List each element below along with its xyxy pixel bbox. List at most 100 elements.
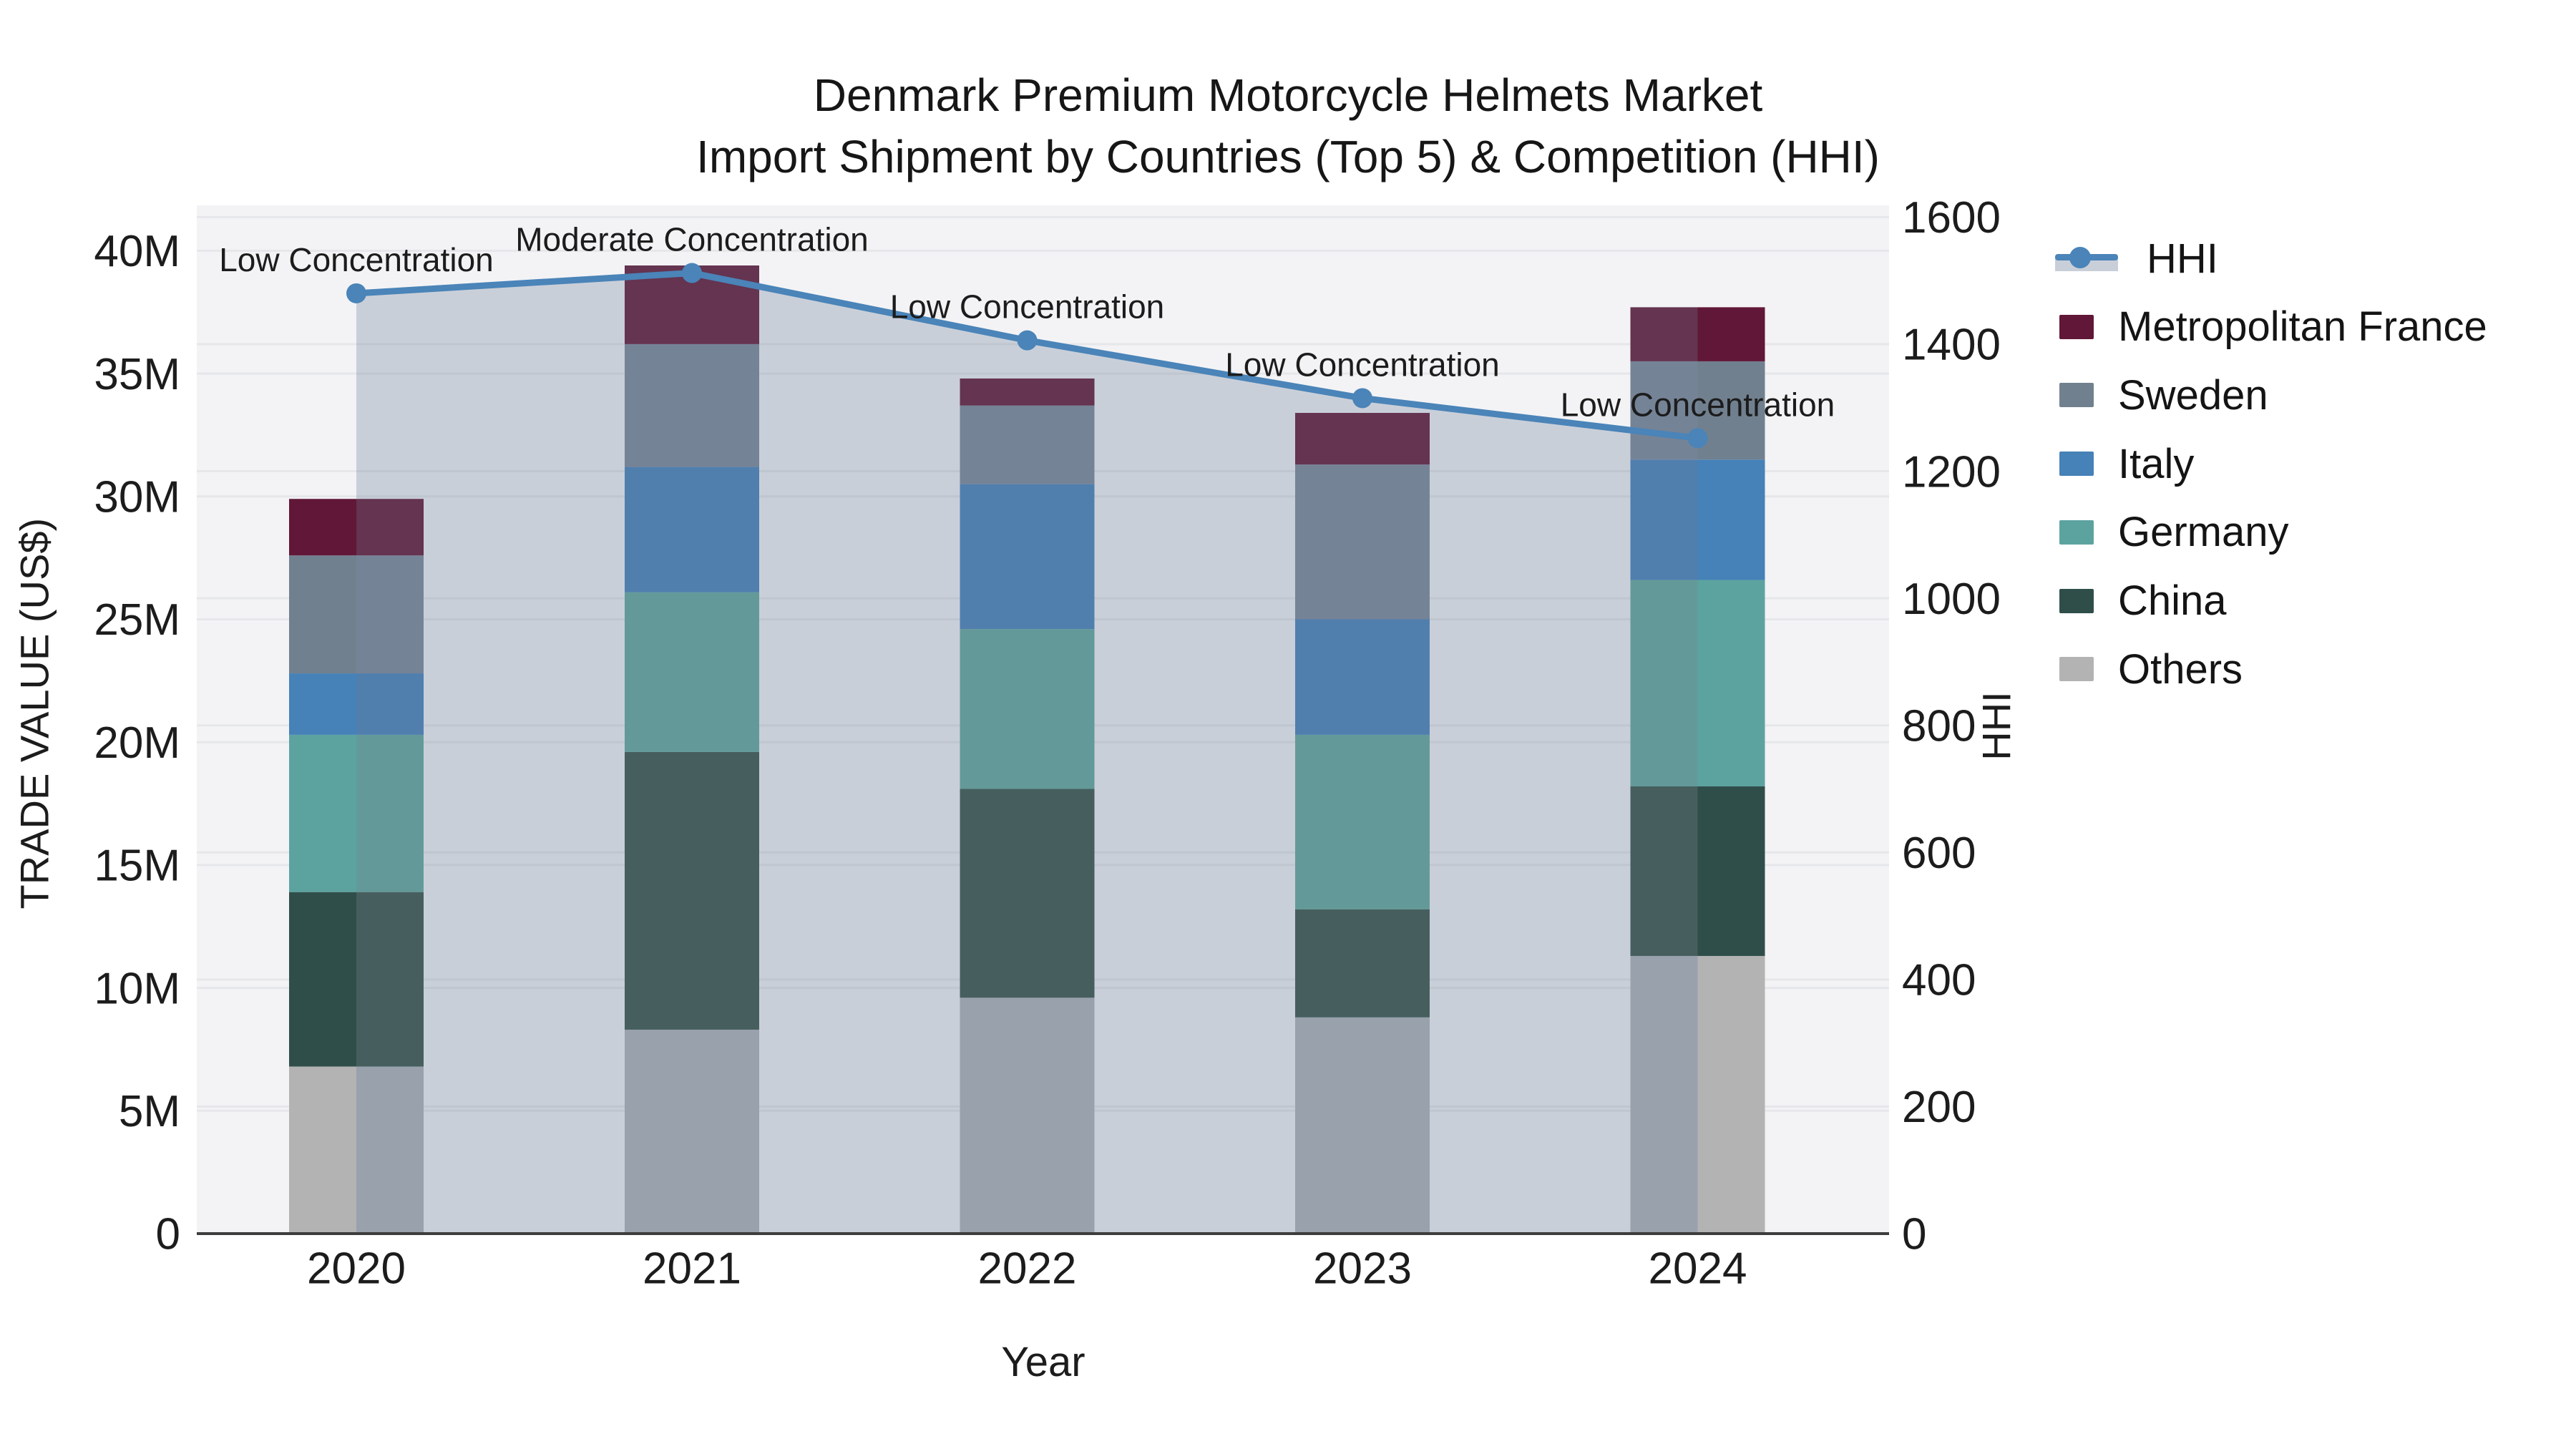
bar-segment-2021-china[interactable]	[625, 751, 692, 1030]
bar-segment-2020-italy[interactable]	[356, 673, 424, 735]
legend-label: Germany	[2118, 509, 2289, 556]
x-tick-label: 2022	[978, 1244, 1077, 1294]
bar-segment-2023-others[interactable]	[1295, 1017, 1362, 1234]
bar-segment-2024-germany[interactable]	[1697, 580, 1765, 787]
x-tick-label: 2024	[1649, 1244, 1747, 1294]
bar-segment-2020-others[interactable]	[356, 1066, 424, 1234]
bar-segment-2024-germany[interactable]	[1630, 580, 1698, 787]
y-left-tick-label: 40M	[94, 227, 180, 276]
bar-segment-2022-germany[interactable]	[1027, 629, 1095, 789]
bar-segment-2023-germany[interactable]	[1295, 734, 1362, 909]
y-right-tick-label: 400	[1902, 956, 1976, 1005]
bar-segment-2023-sweden[interactable]	[1295, 464, 1362, 620]
x-tick-label: 2021	[643, 1244, 741, 1294]
bar-segment-2024-others[interactable]	[1697, 955, 1765, 1234]
bar-segment-2023-others[interactable]	[1362, 1017, 1430, 1234]
legend-item-italy[interactable]: Italy	[2055, 436, 2194, 492]
bar-segment-2022-metropolitan-france[interactable]	[1027, 378, 1095, 406]
bar-segment-2022-sweden[interactable]	[1027, 405, 1095, 484]
y-right-tick-label: 200	[1902, 1083, 1976, 1132]
y-right-tick-label: 1600	[1902, 193, 2001, 243]
bar-segment-2021-italy[interactable]	[692, 467, 759, 592]
bar-segment-2022-others[interactable]	[1027, 997, 1095, 1234]
bar-segment-2023-sweden[interactable]	[1362, 464, 1430, 620]
bar-segment-2020-germany[interactable]	[289, 734, 356, 892]
y-left-axis-title: TRADE VALUE (US$)	[11, 517, 57, 909]
bar-segment-2023-italy[interactable]	[1362, 619, 1430, 735]
bar-segment-2023-metropolitan-france[interactable]	[1295, 413, 1362, 465]
x-axis-title: Year	[1001, 1339, 1085, 1385]
bar-segment-2020-germany[interactable]	[356, 734, 424, 892]
hhi-marker-2021[interactable]	[682, 263, 702, 283]
y-left-tick-label: 0	[156, 1210, 180, 1259]
hhi-marker-2024[interactable]	[1687, 428, 1708, 449]
bar-segment-2021-germany[interactable]	[625, 592, 692, 752]
bar-segment-2022-sweden[interactable]	[960, 405, 1028, 484]
bar-segment-2022-germany[interactable]	[960, 629, 1028, 789]
bar-segment-2022-metropolitan-france[interactable]	[960, 378, 1028, 406]
bar-segment-2024-italy[interactable]	[1630, 459, 1698, 580]
legend-swatch	[2059, 383, 2094, 408]
bar-segment-2021-sweden[interactable]	[692, 343, 759, 467]
bar-segment-2024-china[interactable]	[1630, 786, 1698, 956]
hhi-marker-2020[interactable]	[346, 283, 366, 303]
bar-segment-2022-others[interactable]	[960, 997, 1028, 1234]
bar-segment-2024-sweden[interactable]	[1697, 361, 1765, 460]
bar-segment-2020-sweden[interactable]	[289, 555, 356, 674]
legend-item-others[interactable]: Others	[2055, 641, 2243, 697]
hhi-marker-2022[interactable]	[1017, 330, 1038, 351]
legend-label: China	[2118, 577, 2227, 624]
y-right-tick-label: 0	[1902, 1210, 1926, 1259]
bar-segment-2020-metropolitan-france[interactable]	[289, 499, 356, 556]
y-right-tick-label: 800	[1902, 701, 1976, 751]
bar-segment-2022-italy[interactable]	[1027, 484, 1095, 630]
bar-segment-2021-others[interactable]	[692, 1029, 759, 1234]
legend-label: Metropolitan France	[2118, 303, 2487, 351]
bar-segment-2022-china[interactable]	[1027, 789, 1095, 998]
bar-segment-2024-china[interactable]	[1697, 786, 1765, 956]
bar-segment-2022-italy[interactable]	[960, 484, 1028, 630]
bar-segment-2023-china[interactable]	[1295, 909, 1362, 1018]
bar-segment-2021-italy[interactable]	[625, 467, 692, 592]
y-left-tick-label: 5M	[119, 1087, 180, 1136]
bar-segment-2020-italy[interactable]	[289, 673, 356, 735]
bar-segment-2023-germany[interactable]	[1362, 734, 1430, 909]
bar-segment-2021-others[interactable]	[625, 1029, 692, 1234]
bar-segment-2023-italy[interactable]	[1295, 619, 1362, 735]
annotation-2022: Low Concentration	[890, 288, 1165, 326]
bar-segment-2024-metropolitan-france[interactable]	[1697, 307, 1765, 361]
bar-segment-2021-china[interactable]	[692, 751, 759, 1030]
y-left-tick-label: 15M	[94, 841, 180, 891]
legend-label: Italy	[2118, 440, 2195, 487]
legend-item-sweden[interactable]: Sweden	[2055, 367, 2268, 423]
legend-label: Sweden	[2118, 371, 2268, 419]
y-left-tick-label: 35M	[94, 350, 180, 399]
bar-segment-2024-sweden[interactable]	[1630, 361, 1698, 460]
legend-item-china[interactable]: China	[2055, 573, 2227, 629]
bar-segment-2023-china[interactable]	[1362, 909, 1430, 1018]
bar-segment-2022-china[interactable]	[960, 789, 1028, 998]
bar-segment-2020-others[interactable]	[289, 1066, 356, 1234]
bar-segment-2020-china[interactable]	[356, 892, 424, 1067]
legend-item-germany[interactable]: Germany	[2055, 504, 2289, 560]
bar-segment-2024-others[interactable]	[1630, 955, 1698, 1234]
bar-segment-2021-sweden[interactable]	[625, 343, 692, 467]
bar-segment-2024-italy[interactable]	[1697, 459, 1765, 580]
legend-swatch	[2059, 657, 2094, 682]
legend-swatch	[2059, 314, 2094, 339]
y-right-tick-label: 600	[1902, 829, 1976, 878]
legend-swatch	[2059, 588, 2094, 613]
y-right-tick-label: 1000	[1902, 575, 2001, 624]
bar-segment-2023-metropolitan-france[interactable]	[1362, 413, 1430, 465]
legend-item-metropolitan-france[interactable]: Metropolitan France	[2055, 299, 2487, 355]
legend-item-hhi[interactable]: HHI	[2055, 230, 2218, 286]
bar-segment-2020-sweden[interactable]	[356, 555, 424, 674]
bar-segment-2024-metropolitan-france[interactable]	[1630, 307, 1698, 361]
annotation-2023: Low Concentration	[1225, 346, 1500, 384]
bar-segment-2020-metropolitan-france[interactable]	[356, 499, 424, 556]
hhi-marker-2023[interactable]	[1352, 388, 1372, 409]
bar-segment-2020-china[interactable]	[289, 892, 356, 1067]
annotation-2020: Low Concentration	[219, 241, 494, 278]
hhi-line-sample	[2055, 244, 2118, 273]
bar-segment-2021-germany[interactable]	[692, 592, 759, 752]
